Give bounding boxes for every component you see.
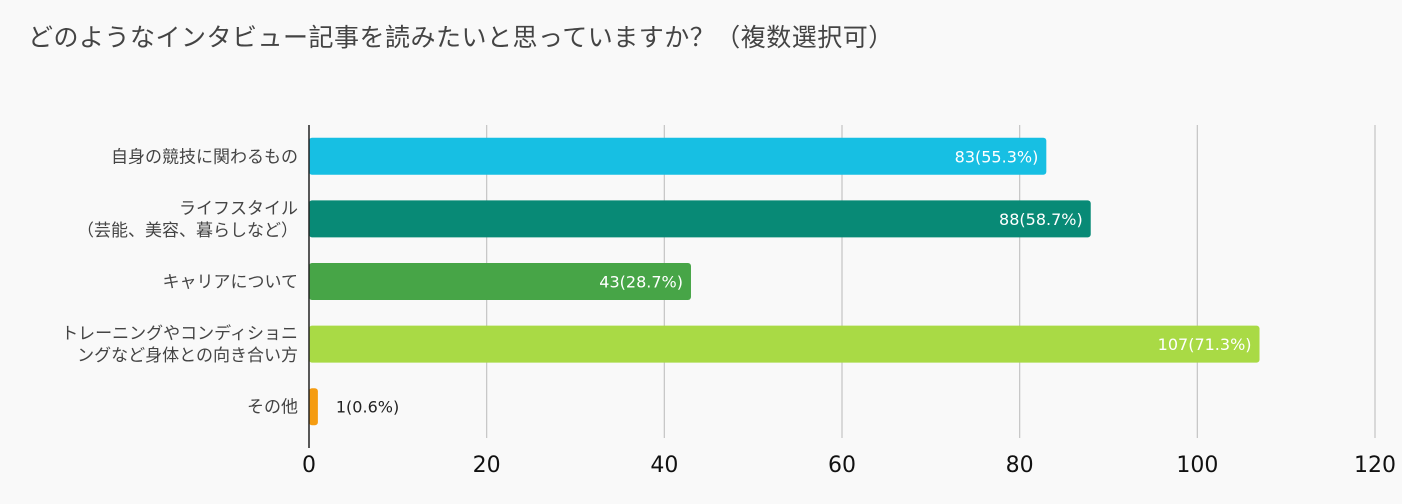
data-label: 107(71.3%) bbox=[1158, 335, 1252, 354]
chart-title: どのようなインタビュー記事を読みたいと思っていますか？（複数選択可） bbox=[28, 23, 894, 52]
category-label-line: （芸能、美容、暮らしなど） bbox=[77, 221, 298, 241]
x-tick-label: 100 bbox=[1176, 453, 1218, 478]
category-label: キャリアについて bbox=[163, 273, 299, 293]
category-label-line: ライフスタイル bbox=[179, 199, 298, 219]
labels: 0 20 40 60 80 100 120 83(55.3%) 自身の競技に関わるもの 88(58… bbox=[61, 147, 1396, 478]
category-label: 自身の競技に関わるもの bbox=[111, 147, 298, 167]
data-label: 83(55.3%) bbox=[955, 147, 1039, 166]
x-tick-label: 60 bbox=[828, 453, 856, 478]
category-label: その他 bbox=[247, 398, 298, 418]
category-label-line: その他 bbox=[247, 398, 298, 418]
bar bbox=[309, 388, 318, 426]
category-label-line: 自身の競技に関わるもの bbox=[111, 147, 298, 167]
bar bbox=[309, 263, 691, 300]
data-label: 88(58.7%) bbox=[999, 210, 1083, 229]
x-tick-label: 20 bbox=[473, 453, 501, 478]
category-label-line: ングなど身体との向き合い方 bbox=[77, 346, 298, 366]
bar bbox=[309, 200, 1091, 238]
category-label: トレーニングやコンディショニングなど身体との向き合い方 bbox=[61, 323, 298, 366]
category-label-line: トレーニングやコンディショニ bbox=[61, 323, 298, 344]
data-label: 43(28.7%) bbox=[599, 273, 683, 292]
bars bbox=[309, 137, 1260, 426]
x-tick-label: 80 bbox=[1006, 453, 1034, 478]
x-tick-label: 40 bbox=[650, 453, 678, 478]
x-tick-label: 0 bbox=[302, 453, 316, 478]
bar bbox=[309, 325, 1260, 363]
bar bbox=[309, 137, 1047, 175]
category-label: ライフスタイル（芸能、美容、暮らしなど） bbox=[77, 199, 298, 241]
category-label-line: キャリアについて bbox=[163, 273, 299, 293]
data-label: 1(0.6%) bbox=[336, 398, 399, 417]
x-tick-label: 120 bbox=[1354, 453, 1396, 478]
